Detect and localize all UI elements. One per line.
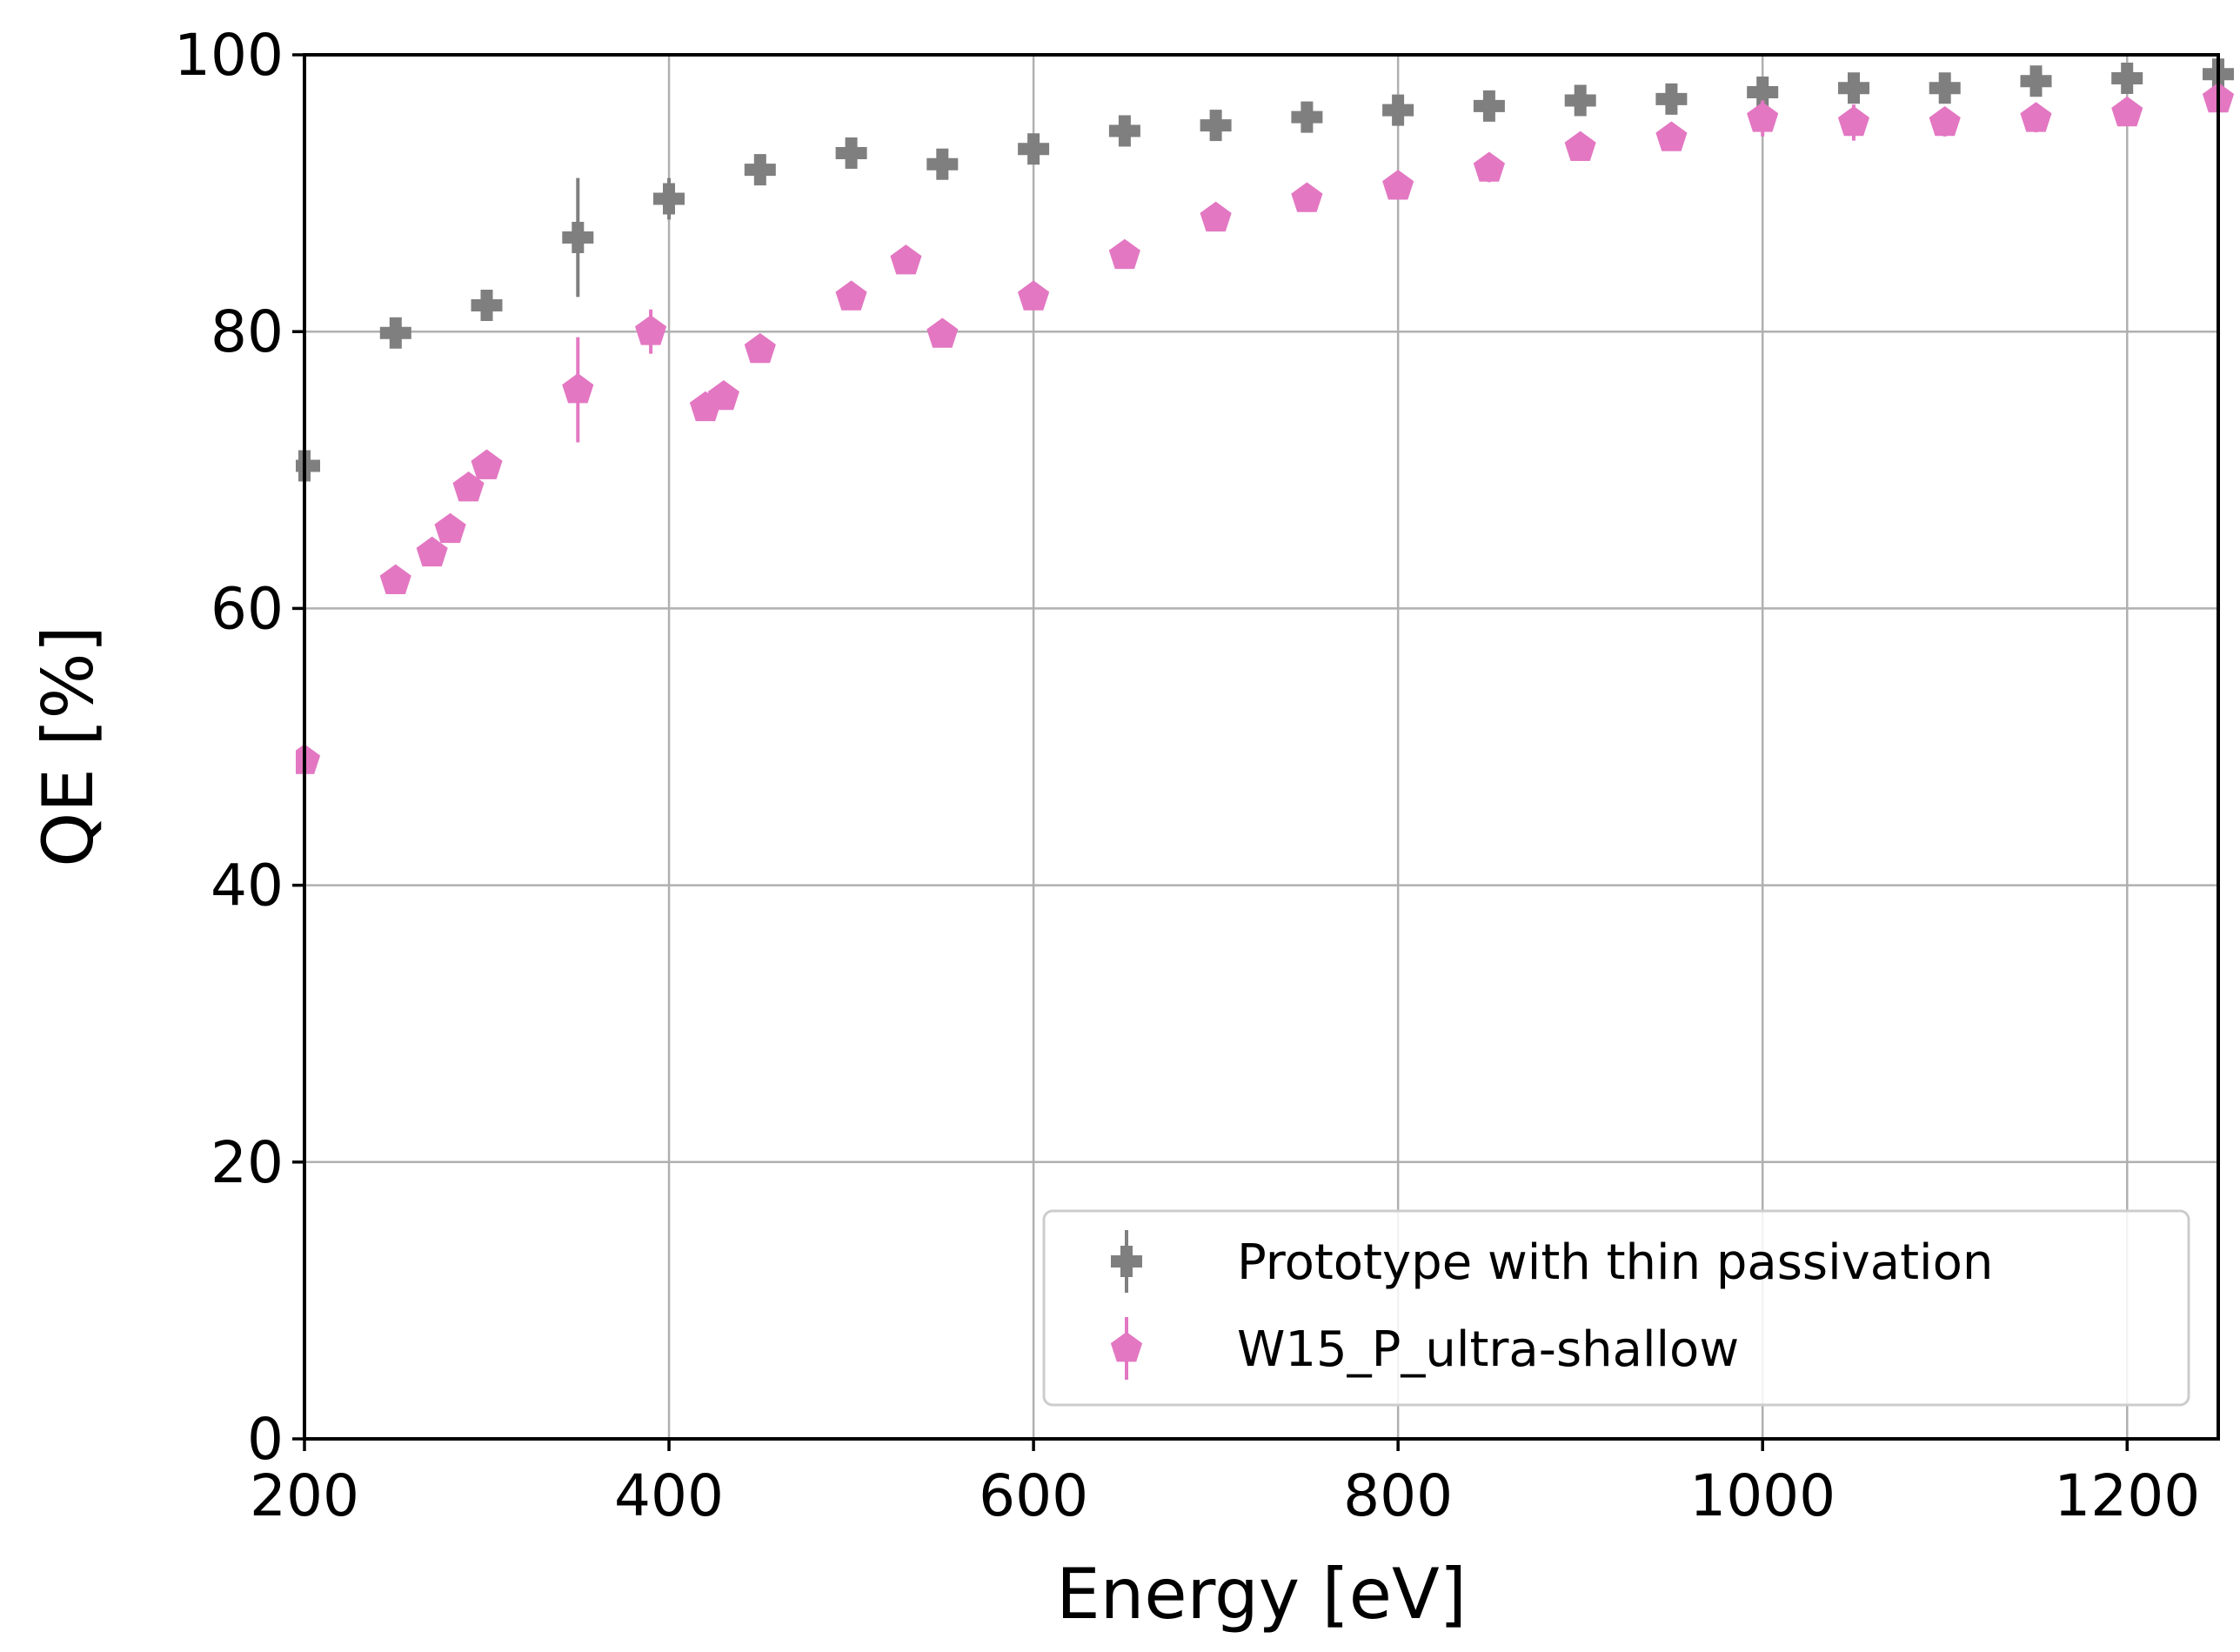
data-point	[1564, 130, 1596, 161]
y-tick-label: 100	[174, 22, 284, 89]
legend: Prototype with thin passivation W15_P_ult…	[1042, 1209, 2190, 1407]
data-point	[296, 744, 321, 774]
axis-ticks: 200 400 600 800 1000 1200 0 20 40 60 80 100	[174, 22, 2200, 1529]
data-point	[562, 222, 594, 253]
legend-frame	[1042, 1209, 2190, 1407]
data-point	[835, 137, 867, 169]
data-point	[926, 148, 959, 180]
data-point	[1108, 115, 1140, 147]
legend-marker	[1111, 1246, 1142, 1277]
data-point	[1108, 238, 1140, 270]
data-point	[471, 290, 503, 321]
x-tick-label: 600	[979, 1462, 1088, 1529]
data-point	[1382, 94, 1414, 126]
data-point	[416, 536, 448, 567]
data-point	[1747, 77, 1779, 108]
y-axis-title: QE [%]	[28, 625, 109, 866]
y-tick-label: 20	[211, 1129, 284, 1196]
series-2	[296, 82, 2235, 774]
x-tick-label: 1000	[1689, 1462, 1835, 1529]
data-point	[2111, 63, 2143, 94]
data-point	[296, 450, 320, 482]
x-tick-label: 1200	[2054, 1462, 2200, 1529]
x-tick-label: 200	[250, 1462, 359, 1529]
data-point	[890, 244, 922, 275]
data-point	[1838, 72, 1869, 104]
data-point	[744, 332, 776, 364]
data-point	[1655, 121, 1688, 151]
data-point	[1018, 133, 1050, 165]
y-tick-label: 80	[211, 298, 284, 365]
data-point	[1655, 83, 1688, 115]
data-series	[296, 58, 2235, 774]
data-point	[434, 512, 466, 544]
data-point	[1291, 182, 1323, 212]
data-point	[562, 373, 594, 404]
data-point	[1747, 102, 1779, 132]
data-point	[926, 318, 959, 348]
data-point	[2020, 65, 2052, 97]
legend-marker	[1110, 1332, 1143, 1362]
data-point	[2020, 102, 2052, 132]
x-tick-label: 800	[1343, 1462, 1453, 1529]
y-tick-label: 40	[211, 853, 284, 920]
data-point	[1473, 151, 1505, 182]
x-tick-label: 400	[614, 1462, 724, 1529]
y-tick-label: 60	[211, 575, 284, 642]
data-point	[1837, 106, 1869, 137]
data-point	[707, 380, 739, 411]
data-point	[1473, 90, 1505, 122]
data-point	[1291, 101, 1323, 133]
data-point	[1382, 170, 1414, 200]
plot-frame	[303, 53, 2220, 1441]
data-point	[1018, 280, 1050, 311]
data-point	[1929, 106, 1961, 137]
data-point	[653, 183, 685, 215]
data-point	[452, 472, 485, 502]
x-axis-title: Energy [eV]	[1056, 1554, 1467, 1635]
data-point	[471, 449, 503, 479]
data-point	[835, 280, 867, 311]
data-point	[1200, 110, 1232, 142]
data-point	[1929, 72, 1961, 104]
legend-label: W15_P_ultra-shallow	[1237, 1321, 1739, 1378]
y-tick-label: 0	[247, 1406, 284, 1473]
data-point	[744, 154, 776, 186]
data-point	[1200, 201, 1232, 232]
data-point	[1564, 84, 1596, 117]
data-point	[379, 564, 411, 594]
data-point	[2111, 96, 2143, 127]
data-point	[635, 315, 667, 345]
legend-label: Prototype with thin passivation	[1237, 1234, 1993, 1291]
data-point	[379, 317, 411, 349]
